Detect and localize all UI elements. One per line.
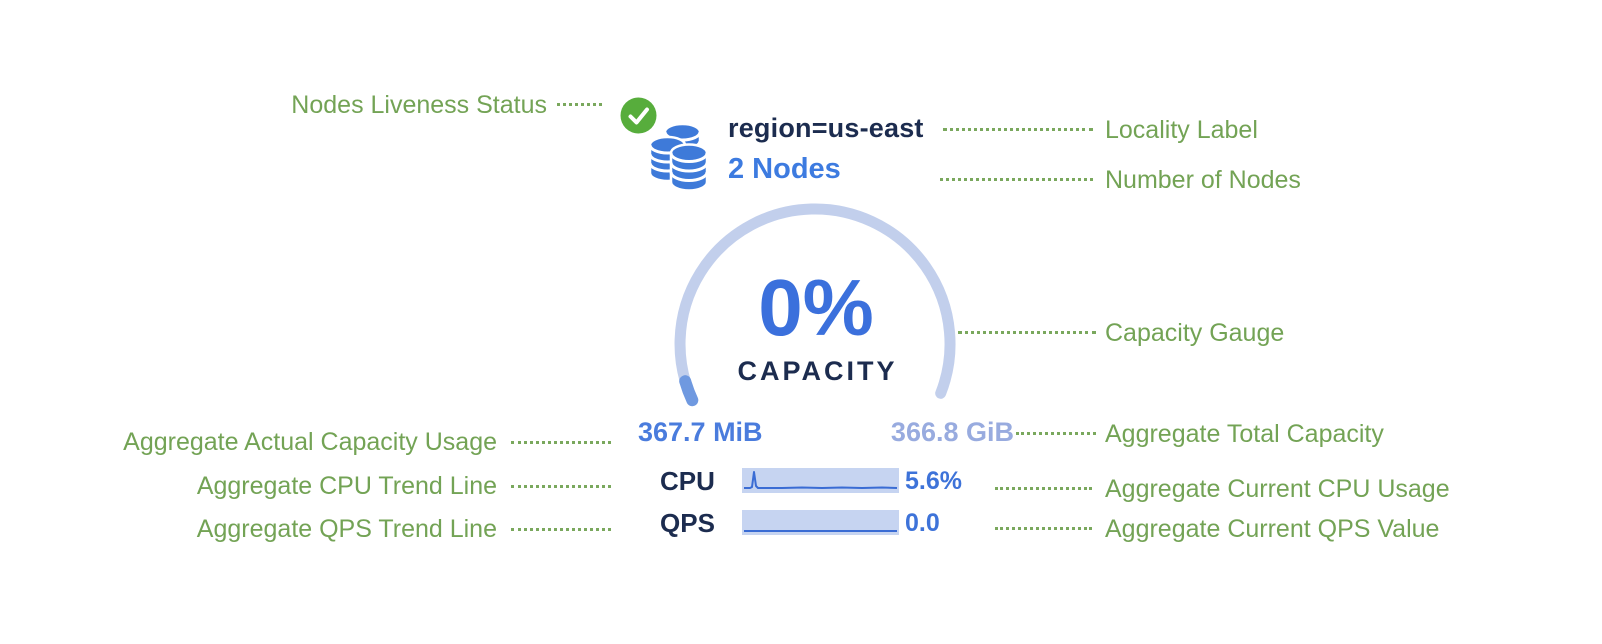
- capacity-percent: 0%: [758, 263, 874, 352]
- annotation-aggregate-cpu-trend-line: Aggregate CPU Trend Line: [196, 472, 497, 500]
- annotation-locality-label: Locality Label: [1105, 116, 1258, 144]
- annotation-aggregate-current-qps-value: Aggregate Current QPS Value: [1105, 515, 1440, 543]
- capacity-total-value: 366.8 GiB: [890, 417, 1014, 447]
- cpu-metric-value: 5.6%: [905, 467, 962, 495]
- leader-line: [940, 178, 1093, 181]
- qps-sparkline: [742, 510, 899, 535]
- database-stack-icon: [648, 122, 709, 192]
- liveness-check-circle-icon: [620, 97, 657, 134]
- leader-line: [557, 103, 602, 106]
- capacity-gauge-arc: [674, 203, 956, 407]
- leader-line: [995, 487, 1092, 490]
- annotation-nodes-liveness-status: Nodes Liveness Status: [291, 91, 547, 119]
- capacity-caption: CAPACITY: [737, 356, 898, 386]
- qps-metric-value: 0.0: [905, 509, 940, 537]
- leader-line: [943, 128, 1093, 131]
- leader-line: [511, 441, 611, 444]
- leader-line: [1016, 432, 1096, 435]
- leader-line: [958, 331, 1096, 334]
- annotation-aggregate-current-cpu-usage: Aggregate Current CPU Usage: [1105, 475, 1450, 503]
- annotation-aggregate-total-capacity: Aggregate Total Capacity: [1105, 420, 1384, 448]
- nodes-count-link[interactable]: 2 Nodes: [728, 153, 841, 185]
- qps-metric-label: QPS: [660, 508, 715, 538]
- leader-line: [995, 527, 1092, 530]
- leader-line: [511, 528, 611, 531]
- annotation-aggregate-actual-capacity-usage: Aggregate Actual Capacity Usage: [123, 428, 497, 456]
- annotation-number-of-nodes: Number of Nodes: [1105, 166, 1301, 194]
- annotation-aggregate-qps-trend-line: Aggregate QPS Trend Line: [196, 515, 497, 543]
- leader-line: [511, 485, 611, 488]
- annotation-capacity-gauge: Capacity Gauge: [1105, 319, 1285, 347]
- cpu-sparkline: [742, 468, 899, 493]
- cpu-metric-label: CPU: [660, 466, 715, 496]
- capacity-used-value: 367.7 MiB: [638, 417, 763, 447]
- locality-label: region=us-east: [728, 113, 924, 143]
